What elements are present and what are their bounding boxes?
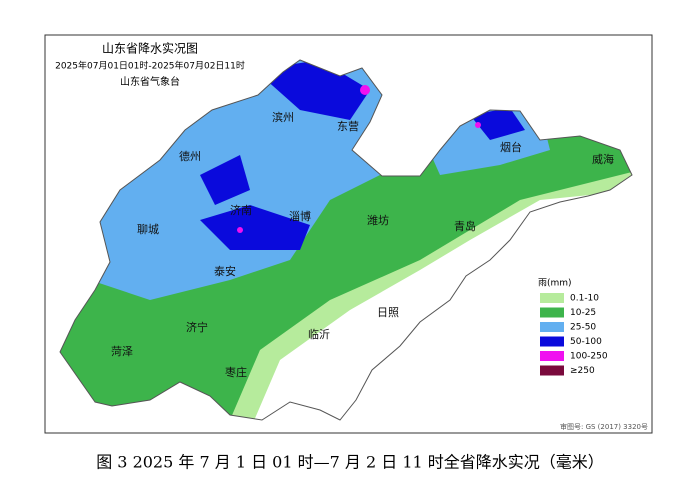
legend-title: 雨(mm) [538,278,572,289]
legend-label: ≥250 [570,366,595,376]
city-label: 东营 [337,119,359,133]
legend-label: 0.1-10 [570,294,599,304]
legend-swatch [540,322,564,332]
city-label: 潍坊 [367,213,389,227]
city-label: 菏泽 [111,345,133,358]
city-label: 济南 [230,203,252,217]
city-label: 烟台 [500,140,522,154]
legend-swatch [540,307,564,318]
legend-swatch [540,293,564,303]
legend-label: 50-100 [570,337,602,347]
city-label: 枣庄 [225,365,247,379]
legend-label: 25-50 [570,323,596,333]
map-period: 2025年07月01日01时-2025年07月02日11时 [55,60,245,72]
legend-swatch [540,336,564,347]
legend-swatch [540,365,564,376]
legend-label: 10-25 [570,308,596,318]
province-outline [59,59,633,421]
city-label: 淄博 [289,210,311,223]
review-number: 审图号: GS (2017) 3320号 [560,422,648,431]
city-label: 临沂 [308,327,330,341]
map-title: 山东省降水实况图 [102,41,198,56]
legend-label: 100-250 [570,352,608,362]
city-label: 青岛 [454,219,476,233]
city-label: 日照 [377,306,399,319]
city-label: 聊城 [137,222,159,236]
city-labels: 滨州东营德州 烟台威海济南淄博 潍坊聊城 青岛泰安济宁 日照临沂菏泽枣庄 [111,110,614,379]
city-label: 泰安 [214,264,236,278]
figure-caption: 图 3 2025 年 7 月 1 日 01 时—7 月 2 日 11 时全省降水… [96,453,604,472]
city-label: 德州 [179,149,201,163]
map-source: 山东省气象台 [120,75,180,88]
city-label: 威海 [592,152,614,166]
city-label: 济宁 [186,320,208,334]
legend-swatch [540,351,564,361]
city-label: 滨州 [272,110,294,124]
legend: 0.1-10 10-25 25-50 50-100 100-250 ≥250 [540,293,608,376]
